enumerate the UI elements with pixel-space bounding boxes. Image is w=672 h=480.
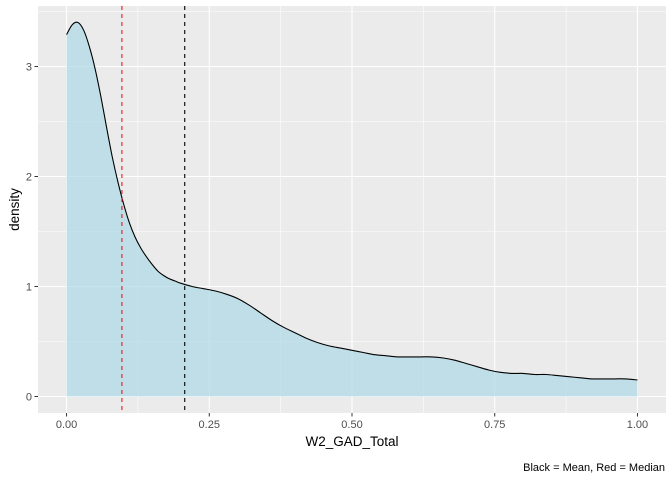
y-tick-label: 0 [26,392,32,404]
x-tick-label: 1.00 [627,419,648,431]
y-tick-label: 3 [26,62,32,74]
y-tick-label: 2 [26,172,32,184]
x-tick-label: 0.25 [199,419,220,431]
y-tick-label: 1 [26,282,32,294]
density-line [66,21,638,381]
x-axis-ticks: 0.00 0.25 0.50 0.75 1.00 [56,413,648,431]
x-tick-label: 0.75 [484,419,505,431]
x-tick-label: 0.50 [341,419,362,431]
chart-caption: Black = Mean, Red = Median [523,462,665,474]
x-axis-title: W2_GAD_Total [305,434,398,449]
y-axis-title: density [7,188,22,231]
reference-lines [121,6,186,413]
density-area [66,22,638,397]
x-tick-label: 0.00 [56,419,77,431]
y-axis-ticks: 0 1 2 3 [26,62,38,404]
